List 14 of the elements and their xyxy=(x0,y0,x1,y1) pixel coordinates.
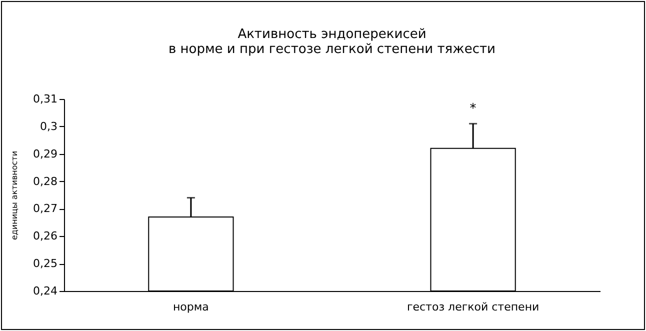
y-axis-title: единицы активности xyxy=(10,150,20,240)
y-tick-label: 0,29 xyxy=(33,147,58,160)
y-tick-label: 0,25 xyxy=(33,257,58,270)
text: в норме и при гестозе легкой степени тяжести xyxy=(168,42,496,57)
y-tick-label: 0,28 xyxy=(33,174,58,188)
y-tick-label: 0,31 xyxy=(33,92,58,106)
x-tick-label: гестоз легкой степени xyxy=(406,300,540,314)
y-tick-label: 0,24 xyxy=(33,284,58,298)
y-tick-label: 0,3 xyxy=(40,120,58,133)
text: Активность эндоперекисей xyxy=(238,27,426,42)
y-tick-label: 0,26 xyxy=(33,230,58,243)
y-tick-label: 0,27 xyxy=(33,202,58,216)
annotation: * xyxy=(470,102,477,117)
x-tick-label: норма xyxy=(172,300,209,314)
